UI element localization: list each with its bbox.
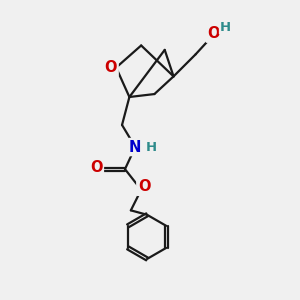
Text: O: O	[90, 160, 102, 175]
Text: N: N	[129, 140, 142, 154]
Text: H: H	[220, 21, 231, 34]
Text: H: H	[146, 141, 157, 154]
Text: O: O	[105, 60, 117, 75]
Text: O: O	[138, 179, 150, 194]
Text: O: O	[207, 26, 220, 41]
